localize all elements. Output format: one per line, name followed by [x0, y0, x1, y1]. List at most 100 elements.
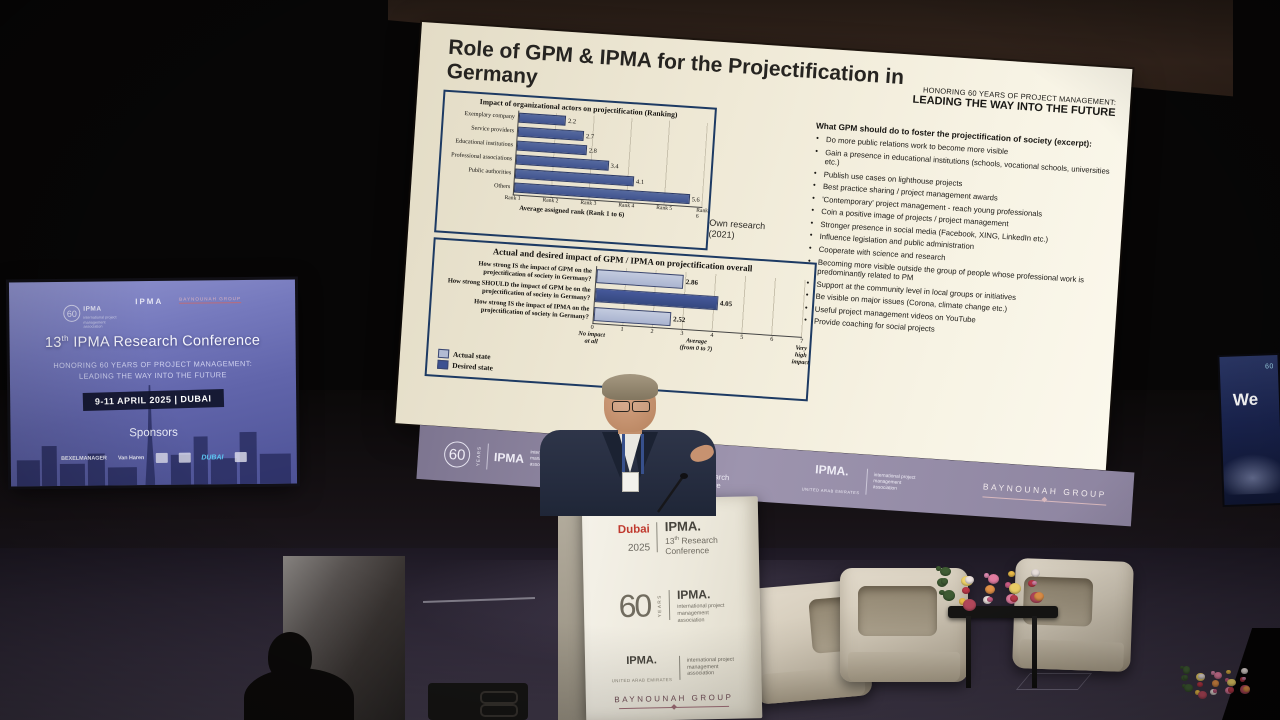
bar-value: 4.05 — [719, 298, 733, 308]
flower-arrangement-table — [936, 566, 1066, 622]
x-tick: 6 — [769, 335, 774, 343]
legend-item: Desired state — [437, 359, 494, 373]
divider — [656, 522, 659, 553]
flower — [984, 573, 990, 578]
presenter-person — [540, 374, 718, 516]
x-tick: Rank 4 — [618, 202, 635, 210]
flower — [1226, 669, 1232, 675]
flower — [985, 585, 996, 595]
armchair-middle — [840, 568, 968, 682]
excerpt-bullets: Do more public relations work to become … — [803, 134, 1113, 345]
banner-logo-baynounah-group: BAYNOUNAH GROUP — [982, 481, 1107, 506]
dubai-skyline-silhouette — [10, 414, 297, 487]
own-research-note: Own research (2021) — [708, 217, 766, 240]
x-tick: 1 — [620, 325, 624, 334]
presenter-hair — [602, 374, 658, 400]
podium-logo-ipma-uae: IPMA. UNITED ARAB EMIRATES international… — [611, 654, 735, 684]
partial-welcome-text: We — [1232, 389, 1259, 410]
flower — [1032, 580, 1038, 586]
speaker-podium: Dubai 2025 IPMA. 13th Research Conferenc… — [581, 496, 763, 720]
flower — [1243, 685, 1251, 693]
impact-chart-question-labels: How strong IS the impact of GPM on the p… — [435, 256, 596, 324]
flower — [1241, 668, 1248, 674]
divider — [486, 443, 489, 470]
sponsor-logo: Van Haren — [117, 455, 145, 462]
projection-screen: Role of GPM & IPMA for the Projectificat… — [395, 22, 1133, 471]
leaf — [939, 566, 951, 577]
flower — [1197, 690, 1207, 700]
presentation-slide: Role of GPM & IPMA for the Projectificat… — [395, 22, 1132, 470]
sponsor-logo: BEXELMANAGER — [61, 455, 107, 462]
flower — [1198, 673, 1205, 680]
flower — [1211, 680, 1220, 687]
x-tick: Rank 3 — [580, 199, 597, 207]
sponsor-logo: DUBAI — [201, 453, 224, 461]
podium-logo-baynounah-group: BAYNOUNAH GROUP — [586, 692, 762, 710]
bar-value: 3.4 — [610, 162, 619, 170]
lanyard — [622, 434, 644, 474]
date-badge: 9-11 APRIL 2025 | DUBAI — [82, 389, 224, 411]
bar-value: 5.6 — [691, 195, 700, 204]
flower — [964, 576, 974, 585]
left-screen-logos: 60 IPMA international project management… — [9, 296, 295, 331]
axis-annotation: Average (from 0 to 7) — [679, 337, 713, 353]
x-tick: Rank 6 — [695, 207, 709, 220]
side-display-screen: 60 IPMA international project management… — [8, 279, 298, 487]
sixty-years-icon: 60 — [443, 440, 471, 469]
conference-badge — [622, 472, 639, 492]
stage-monitor-box — [428, 683, 528, 720]
flower — [1213, 671, 1222, 679]
bar-value: 2.52 — [672, 314, 686, 324]
flower — [986, 596, 993, 603]
axis-annotation: No impact at all — [578, 330, 606, 346]
impact-chart-legend: Actual state Desired state — [437, 347, 494, 373]
leaf — [1180, 666, 1184, 670]
flower — [1008, 582, 1021, 594]
flower — [1010, 594, 1019, 602]
bar-value: 2.8 — [588, 146, 598, 155]
flower — [1196, 681, 1203, 688]
x-tick: Rank 2 — [542, 197, 559, 205]
flower — [1227, 678, 1236, 687]
microphone-icon — [657, 473, 688, 513]
glasses-icon — [610, 401, 652, 412]
legend-swatch — [437, 348, 450, 359]
flower — [1227, 687, 1234, 693]
banner-logo-ipma-uae: IPMA. UNITED ARAB EMIRATES international… — [801, 462, 916, 496]
x-tick: Rank 1 — [504, 194, 521, 202]
excerpt-list: What GPM should do to foster the project… — [803, 120, 1114, 348]
monitor-handle-slot — [480, 691, 518, 704]
flower — [962, 587, 970, 595]
legend-swatch — [437, 359, 449, 370]
sponsor-logo — [155, 452, 168, 463]
leaf — [1181, 683, 1186, 688]
bar-value: 2.2 — [567, 117, 577, 125]
legend-label: Desired state — [452, 360, 494, 373]
sponsor-logo — [234, 452, 247, 463]
sixty-years-icon: 60 — [63, 305, 81, 323]
flower — [1007, 571, 1015, 578]
flower-arrangement-floor — [1180, 666, 1264, 708]
leaf — [938, 589, 945, 595]
leaf — [942, 590, 955, 601]
bar — [518, 112, 567, 127]
x-tick: 2 — [650, 327, 654, 336]
flower — [1212, 689, 1218, 693]
conference-title: 13th IPMA Research Conference — [44, 332, 261, 351]
leaf — [1183, 675, 1189, 680]
bar-value: 2.7 — [585, 132, 595, 141]
divider — [865, 468, 869, 495]
sixty-years-icon: 60 — [1264, 363, 1274, 371]
conference-subtitle: HONORING 60 YEARS OF PROJECT MANAGEMENT:… — [53, 358, 253, 381]
divider — [678, 655, 681, 680]
ornament-line — [619, 702, 730, 710]
coffee-table — [948, 606, 1058, 688]
sponsor-logo — [178, 452, 191, 463]
leaf — [941, 578, 949, 585]
podium-logo-60-years-ipma: 60 YEARS IPMA. international project man… — [618, 587, 725, 625]
screen-light-streak — [1219, 452, 1280, 496]
honoring-tagline: HONORING 60 YEARS OF PROJECT MANAGEMENT:… — [912, 85, 1116, 119]
legend-label: Actual state — [452, 349, 491, 362]
flower — [988, 573, 999, 584]
bar-actual — [593, 306, 672, 326]
